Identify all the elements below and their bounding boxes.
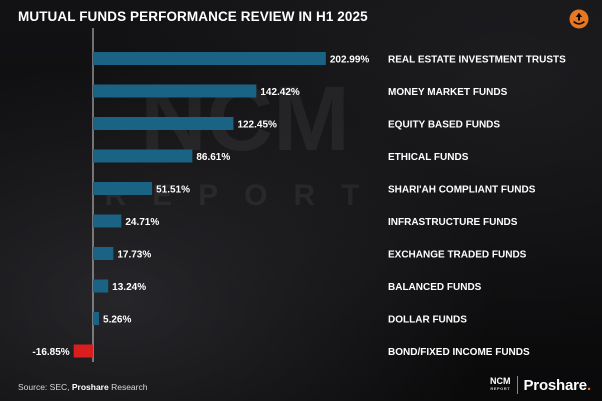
chart-title: MUTUAL FUNDS PERFORMANCE REVIEW IN H1 20… bbox=[18, 9, 368, 24]
category-label-8: DOLLAR FUNDS bbox=[388, 315, 467, 326]
category-label-1: MONEY MARKET FUNDS bbox=[388, 87, 508, 98]
bar-7 bbox=[93, 279, 109, 293]
category-label-0: REAL ESTATE INVESTMENT TRUSTS bbox=[388, 55, 566, 66]
bar-value-label-0: 202.99% bbox=[330, 55, 370, 66]
bar-1 bbox=[93, 84, 257, 98]
category-label-9: BOND/FIXED INCOME FUNDS bbox=[388, 347, 530, 358]
category-label-2: EQUITY BASED FUNDS bbox=[388, 120, 500, 131]
proshare-logo-text: Proshare bbox=[523, 376, 588, 394]
source-note: Source: SEC, Proshare Research bbox=[18, 382, 147, 392]
bar-9 bbox=[73, 344, 93, 358]
bar-8 bbox=[93, 312, 100, 325]
ncm-logo-text: NCM bbox=[490, 376, 511, 386]
bar-3 bbox=[93, 149, 193, 163]
source-suffix: Research bbox=[108, 382, 148, 392]
bar-4 bbox=[93, 182, 153, 195]
source-prefix: Source: SEC, bbox=[18, 382, 72, 392]
category-label-5: INFRASTRUCTURE FUNDS bbox=[388, 217, 518, 228]
proshare-logo-dot: . bbox=[586, 376, 591, 394]
ncm-logo-sub: REPORT bbox=[490, 386, 511, 391]
proshare-logo: Proshare. bbox=[523, 376, 592, 394]
bar-6 bbox=[93, 247, 114, 260]
category-label-3: ETHICAL FUNDS bbox=[388, 152, 469, 163]
bar-value-label-7: 13.24% bbox=[112, 282, 146, 293]
bar-value-label-1: 142.42% bbox=[260, 87, 300, 98]
ncm-report-logo: NCM REPORT bbox=[490, 377, 511, 393]
category-label-4: SHARI'AH COMPLIANT FUNDS bbox=[388, 185, 536, 196]
logo-divider bbox=[516, 376, 518, 394]
source-brand: Proshare bbox=[71, 382, 109, 392]
category-label-6: EXCHANGE TRADED FUNDS bbox=[388, 250, 527, 261]
bar-value-label-2: 122.45% bbox=[237, 120, 277, 131]
bar-value-label-6: 17.73% bbox=[117, 250, 151, 261]
bar-2 bbox=[93, 117, 234, 130]
bar-value-label-5: 24.71% bbox=[125, 217, 159, 228]
bar-value-label-3: 86.61% bbox=[196, 152, 230, 163]
footer-logos: NCM REPORT Proshare. bbox=[490, 374, 591, 396]
bar-value-label-8: 5.26% bbox=[103, 315, 131, 326]
bar-5 bbox=[93, 214, 122, 228]
bar-value-label-9: -16.85% bbox=[32, 347, 69, 358]
bar-0 bbox=[93, 52, 326, 65]
proshare-badge-icon bbox=[569, 9, 589, 29]
bar-value-label-4: 51.51% bbox=[156, 185, 190, 196]
category-label-7: BALANCED FUNDS bbox=[388, 282, 482, 293]
